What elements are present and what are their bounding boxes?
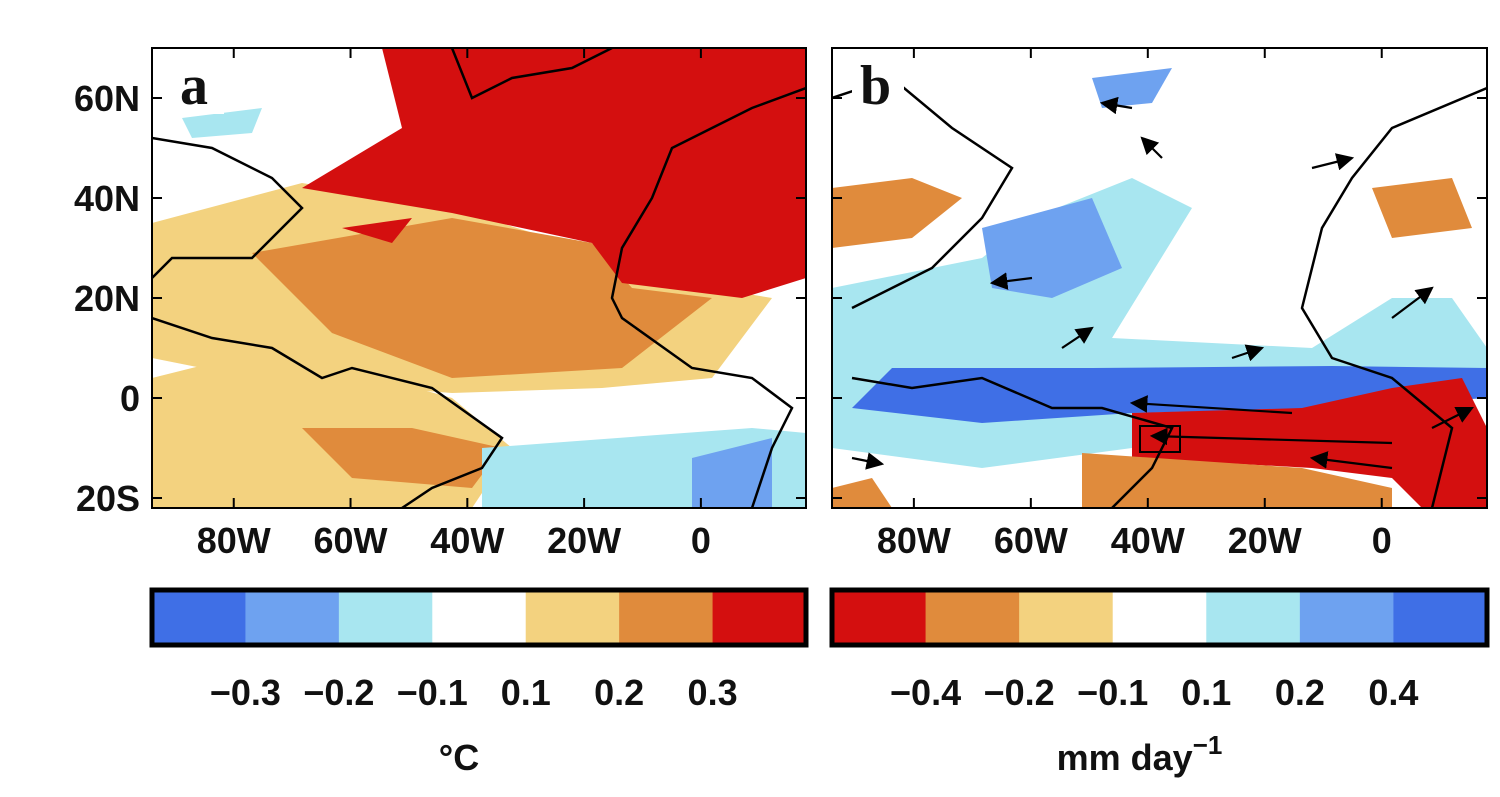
- colorbar-swatch: [1393, 590, 1488, 645]
- colorbar-swatch: [832, 590, 927, 645]
- panel-label: b: [860, 55, 891, 117]
- colorbar-tick-label: 0.2: [594, 672, 644, 713]
- frame: [831, 47, 1488, 509]
- colorbar-tick-label: −0.3: [210, 672, 281, 713]
- lon-tick-label: 40W: [430, 520, 504, 561]
- colorbar-swatch: [1206, 590, 1301, 645]
- colorbar-swatch: [152, 590, 246, 645]
- unit-text: mm day: [1057, 737, 1193, 778]
- colorbar-swatch: [1019, 590, 1114, 645]
- colorbar-swatch: [245, 590, 340, 645]
- colorbar-tick-label: 0.2: [1275, 672, 1325, 713]
- colorbar-swatch: [525, 590, 620, 645]
- lat-tick-label: 60N: [74, 78, 140, 119]
- colorbar-frame: [829, 587, 1490, 648]
- lat-tick-label: 0: [120, 378, 140, 419]
- colorbar-tick-label: −0.4: [890, 672, 961, 713]
- frame: [151, 47, 807, 509]
- colorbar-tick-label: −0.1: [397, 672, 468, 713]
- colorbar-swatch: [432, 590, 527, 645]
- lat-tick-label: 20N: [74, 278, 140, 319]
- lon-tick-label: 80W: [197, 520, 271, 561]
- colorbar-frame: [149, 587, 809, 648]
- lon-tick-label: 0: [1372, 520, 1392, 561]
- colorbar-unit: °C: [439, 737, 479, 778]
- colorbar-swatch: [925, 590, 1020, 645]
- colorbar-tick-label: 0.1: [1181, 672, 1231, 713]
- lon-tick-label: 20W: [547, 520, 621, 561]
- colorbar-tick-label: −0.2: [984, 672, 1055, 713]
- map-b: [832, 48, 1487, 508]
- lon-tick-label: 0: [691, 520, 711, 561]
- colorbar-tick-label: 0.1: [501, 672, 551, 713]
- colorbar-swatch: [1299, 590, 1394, 645]
- lon-tick-label: 20W: [1228, 520, 1302, 561]
- colorbar-swatch: [338, 590, 433, 645]
- label-bg: [852, 56, 904, 114]
- unit-text: °C: [439, 737, 479, 778]
- lon-tick-label: 60W: [314, 520, 388, 561]
- colorbar-unit: mm day−1: [1057, 730, 1223, 778]
- colorbar-tick-label: 0.4: [1368, 672, 1418, 713]
- colorbar-swatch: [619, 590, 714, 645]
- map-a: [152, 48, 806, 508]
- panel-label: a: [180, 55, 208, 117]
- lon-tick-label: 80W: [877, 520, 951, 561]
- colorbar-tick-label: 0.3: [688, 672, 738, 713]
- lon-tick-label: 40W: [1111, 520, 1185, 561]
- lat-tick-label: 40N: [74, 178, 140, 219]
- lon-tick-label: 60W: [994, 520, 1068, 561]
- unit-superscript: −1: [1193, 730, 1223, 760]
- colorbar-swatch: [712, 590, 807, 645]
- lat-tick-label: 20S: [76, 478, 140, 519]
- colorbar-tick-label: −0.2: [303, 672, 374, 713]
- colorbar-tick-label: −0.1: [1077, 672, 1148, 713]
- label-bg: [172, 56, 224, 114]
- colorbar-swatch: [1112, 590, 1207, 645]
